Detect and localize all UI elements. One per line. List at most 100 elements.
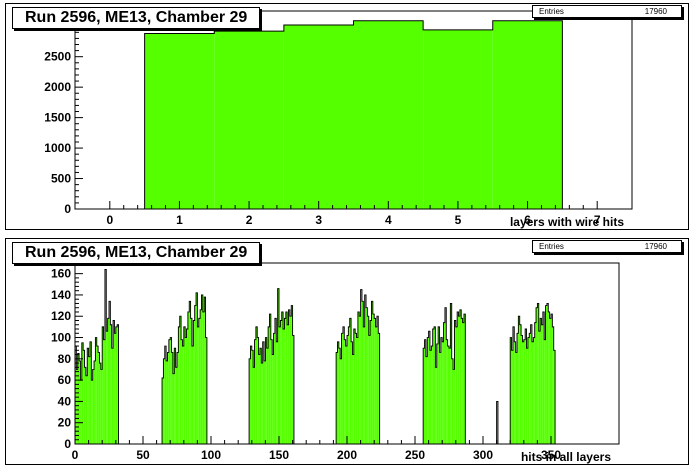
histogram-bin xyxy=(345,346,347,444)
histogram-bin xyxy=(518,316,520,444)
stats-entries-label: Entries xyxy=(539,7,564,16)
histogram-bin xyxy=(337,341,339,444)
histogram-bin xyxy=(283,329,285,444)
histogram-bin xyxy=(107,318,109,444)
histogram-bin xyxy=(459,309,462,444)
histogram-bin xyxy=(197,326,199,444)
histogram-bin xyxy=(289,316,292,444)
histogram-bin xyxy=(454,320,456,444)
x-tick-label: 350 xyxy=(541,448,561,462)
histogram-bin xyxy=(551,314,553,444)
histogram-bin xyxy=(439,352,441,444)
histogram-bin xyxy=(291,305,293,444)
histogram-bin xyxy=(77,353,80,444)
histogram-outline xyxy=(335,289,381,444)
y-tick-label: 80 xyxy=(58,352,72,366)
x-tick-label: 3 xyxy=(315,213,322,227)
histogram-bin xyxy=(251,350,254,444)
histogram-bin xyxy=(444,307,447,444)
y-tick-label: 140 xyxy=(51,288,71,302)
histogram-bin xyxy=(83,350,85,444)
histogram-bin xyxy=(537,303,539,444)
histogram-bin xyxy=(205,337,207,444)
histogram-bin xyxy=(80,380,82,444)
histogram-bin xyxy=(512,326,515,444)
histogram-bin xyxy=(177,352,179,444)
histogram-bin xyxy=(202,311,205,444)
histogram-bin xyxy=(186,329,188,444)
histogram-bin xyxy=(435,367,437,444)
histogram-bin xyxy=(522,341,524,444)
histogram-bin xyxy=(194,305,197,444)
histogram-bin xyxy=(262,341,265,444)
histogram-bin xyxy=(280,320,282,444)
x-tick-label: 4 xyxy=(385,213,392,227)
histogram-bin xyxy=(432,329,435,444)
histogram-bin xyxy=(517,333,519,444)
histogram-bin xyxy=(447,346,449,444)
histogram-bin xyxy=(353,329,356,444)
hits-histogram: 0 20 40 60 80 100 120 140 160 0 50 100 150 200 250 300 3… xyxy=(51,262,620,464)
histogram-bin xyxy=(182,346,184,444)
histogram-bin xyxy=(292,335,294,444)
stats-entries-label: Entries xyxy=(539,242,564,251)
histogram-bin xyxy=(198,318,201,444)
histogram-bin xyxy=(338,348,341,444)
histogram-bin xyxy=(357,311,360,444)
histogram-bin xyxy=(249,358,251,444)
histogram-bin xyxy=(374,318,376,444)
histogram-bin xyxy=(533,337,535,444)
histogram-bin xyxy=(530,324,532,444)
histogram-bin xyxy=(544,339,546,444)
histogram-bin xyxy=(438,326,440,444)
y-tick-label: 2000 xyxy=(44,80,71,94)
histogram-bin xyxy=(451,358,454,444)
histogram-bin xyxy=(81,342,84,444)
y-tick-label: 20 xyxy=(58,416,72,430)
stats-box: Entries 17960 xyxy=(532,5,682,18)
histogram-bin xyxy=(255,326,258,444)
histogram-bin xyxy=(175,367,177,444)
histogram-bin xyxy=(462,322,464,444)
y-tick-label: 160 xyxy=(51,267,71,281)
y-tick-label: 0 xyxy=(64,437,71,451)
histogram-bin xyxy=(361,301,364,444)
histogram-outline xyxy=(422,303,466,444)
histogram-outline xyxy=(161,292,208,444)
histogram-outline xyxy=(496,400,499,444)
histogram-bin xyxy=(196,292,198,444)
histogram-bin xyxy=(429,350,432,444)
histogram-bin xyxy=(375,326,377,444)
histogram-bin xyxy=(265,337,267,444)
histogram-bin xyxy=(436,343,439,444)
plot-frame xyxy=(74,10,633,210)
histogram-bin xyxy=(115,326,118,444)
histogram-bin xyxy=(204,297,206,444)
histogram-bin xyxy=(341,333,343,444)
chart-title: Run 2596, ME13, Chamber 29 xyxy=(12,7,261,29)
histogram-bin xyxy=(287,324,289,444)
histogram-bin xyxy=(261,363,263,444)
histogram-bin xyxy=(284,318,286,444)
histogram-bin xyxy=(98,352,100,444)
histogram-bin xyxy=(109,301,111,444)
histogram-bin xyxy=(281,311,284,444)
histogram-bin xyxy=(79,360,81,444)
histogram-bin xyxy=(431,346,433,444)
histogram-bin xyxy=(363,326,365,444)
y-tick-label: 40 xyxy=(58,394,72,408)
histogram-bin xyxy=(168,339,171,444)
histogram-bin xyxy=(259,348,262,444)
histogram-bin xyxy=(200,309,202,444)
histogram-bin xyxy=(492,20,563,209)
histogram-bin xyxy=(100,369,103,444)
histogram-bin xyxy=(423,29,493,209)
histogram-bin xyxy=(527,337,530,444)
histogram-bin xyxy=(553,350,556,444)
histogram-bin xyxy=(99,363,101,444)
histogram-bin xyxy=(253,367,255,444)
histogram-bin xyxy=(283,25,354,209)
histogram-bin xyxy=(458,316,460,444)
histogram-bin xyxy=(85,375,88,444)
histogram-bin xyxy=(76,369,78,444)
